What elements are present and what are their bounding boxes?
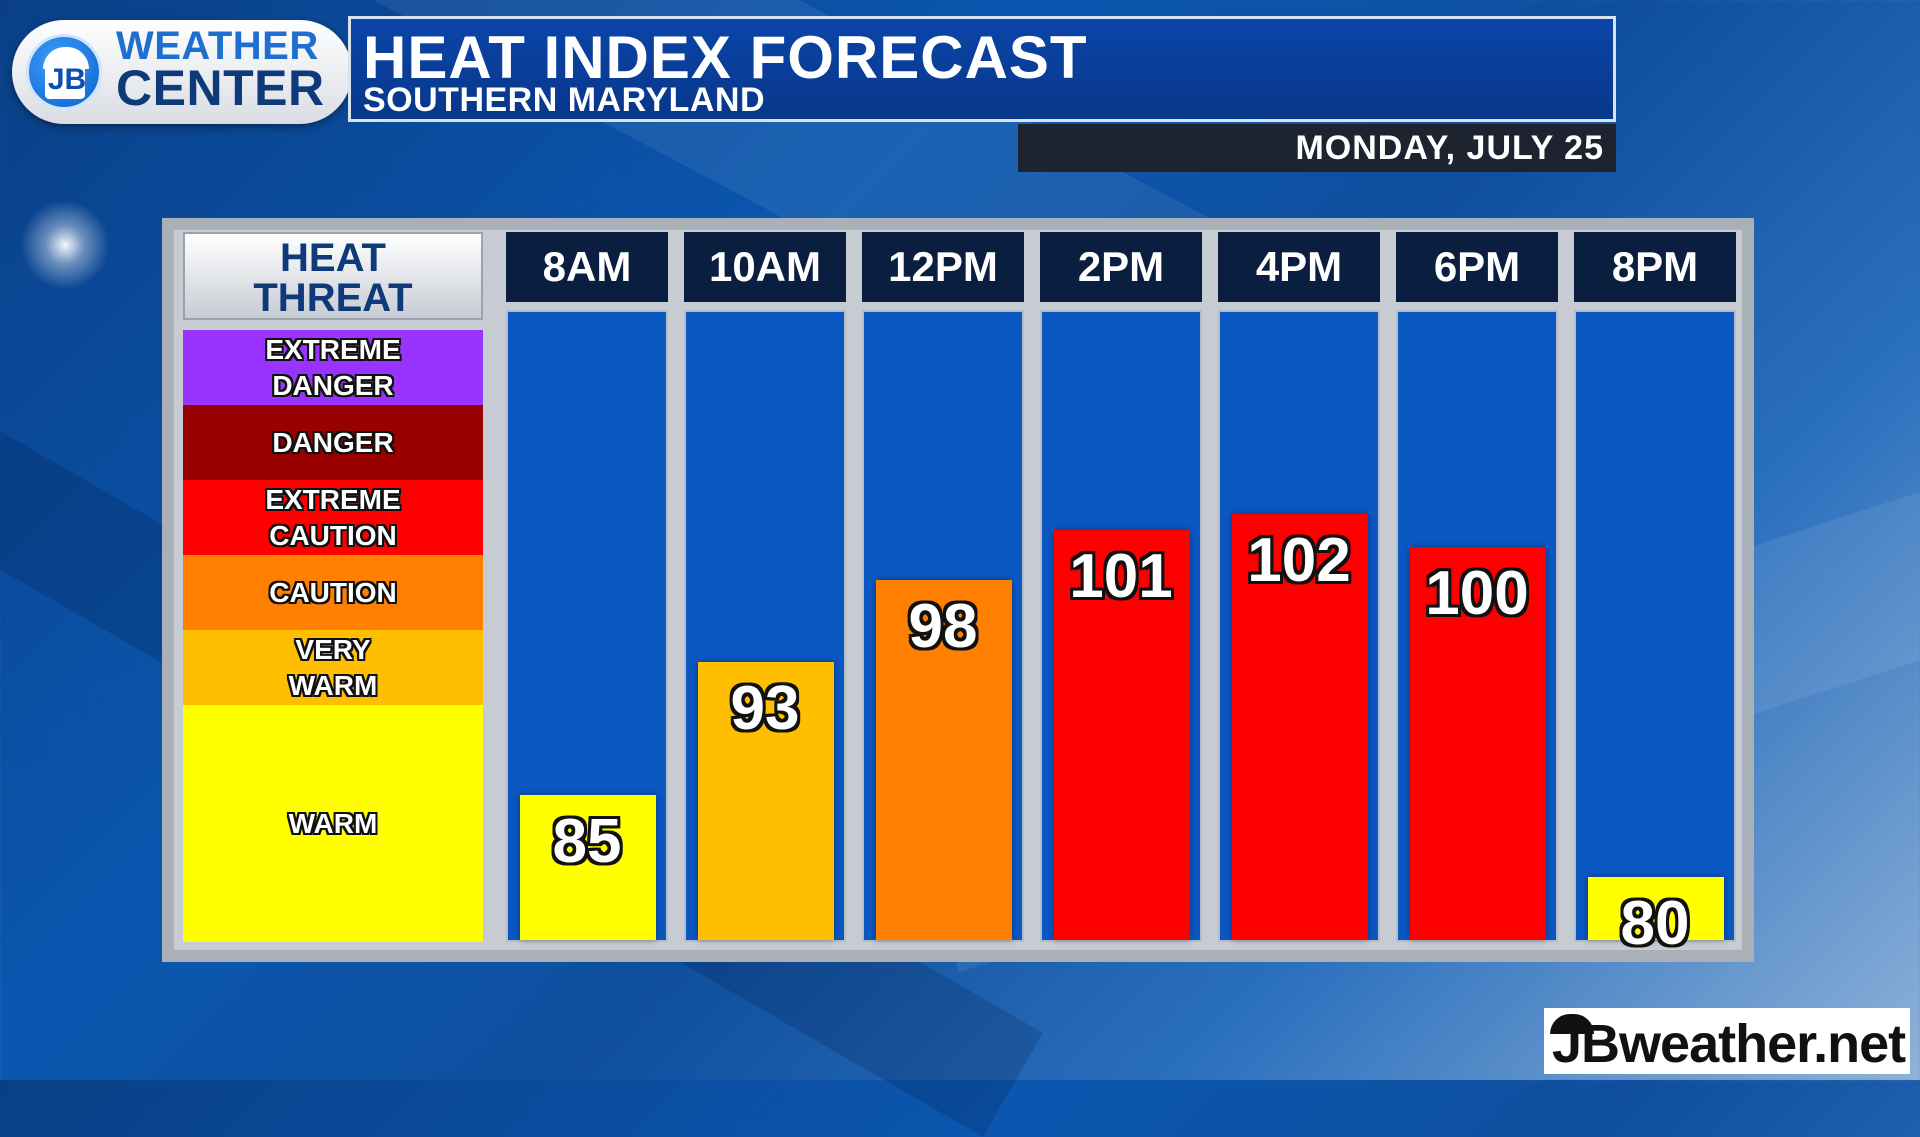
column-background: 102 xyxy=(1218,310,1380,942)
legend-level: VERY WARM xyxy=(183,630,483,705)
chart-subtitle: SOUTHERN MARYLAND xyxy=(363,81,766,119)
time-column: 12PM 98 xyxy=(862,232,1024,942)
jb-umbrella-icon: JB xyxy=(26,34,102,110)
logo-initials: JB xyxy=(47,63,87,96)
sun-glow-icon xyxy=(20,200,110,290)
legend-level: WARM xyxy=(183,705,483,942)
data-label: 101 xyxy=(1069,542,1173,611)
x-tick-label: 8PM xyxy=(1574,232,1736,302)
legend-level: EXTREME DANGER xyxy=(183,330,483,405)
x-tick-label: 2PM xyxy=(1040,232,1202,302)
footer-brand: JBweather.net xyxy=(1552,1014,1906,1074)
time-column: 10AM 93 xyxy=(684,232,846,942)
column-background: 100 xyxy=(1396,310,1558,942)
x-tick-label: 12PM xyxy=(862,232,1024,302)
logo-weather-text: WEATHER xyxy=(116,24,319,68)
bar xyxy=(1054,530,1190,940)
column-background: 93 xyxy=(684,310,846,942)
legend-levels: EXTREME DANGER DANGER EXTREME CAUTION CAUTI… xyxy=(183,330,483,942)
column-background: 101 xyxy=(1040,310,1202,942)
x-tick-label: 10AM xyxy=(684,232,846,302)
heat-threat-legend: HEAT THREAT EXTREME DANGER DANGER EXTREME … xyxy=(183,232,483,942)
data-label: 93 xyxy=(730,674,800,743)
x-tick-label: 6PM xyxy=(1396,232,1558,302)
x-tick-label: 8AM xyxy=(506,232,668,302)
data-label: 100 xyxy=(1425,559,1529,628)
column-background: 98 xyxy=(862,310,1024,942)
legend-level: CAUTION xyxy=(183,555,483,630)
data-label: 85 xyxy=(552,807,622,876)
data-label: 102 xyxy=(1247,526,1351,595)
time-column: 6PM 100 xyxy=(1396,232,1558,942)
column-background: 80 xyxy=(1574,310,1736,955)
weather-center-logo: JB WEATHER CENTER xyxy=(12,20,352,124)
legend-header: HEAT THREAT xyxy=(183,232,483,320)
data-label: 80 xyxy=(1620,889,1690,958)
umbrella-icon xyxy=(1550,1014,1594,1034)
bar xyxy=(1410,547,1546,940)
data-label: 98 xyxy=(908,592,978,661)
bar xyxy=(1232,514,1368,940)
column-background: 85 xyxy=(506,310,668,942)
bar xyxy=(520,795,656,940)
time-column: 8AM 85 xyxy=(506,232,668,942)
date-banner: MONDAY, JULY 25 xyxy=(1018,124,1616,172)
time-column: 4PM 102 xyxy=(1218,232,1380,942)
bar xyxy=(1588,877,1724,940)
logo-center-text: CENTER xyxy=(116,60,325,116)
chart-title: HEAT INDEX FORECAST xyxy=(363,24,1088,91)
time-column: 8PM 80 xyxy=(1574,232,1736,955)
legend-title: HEAT THREAT xyxy=(253,236,413,320)
x-tick-label: 4PM xyxy=(1218,232,1380,302)
bar xyxy=(876,580,1012,940)
forecast-date: MONDAY, JULY 25 xyxy=(1295,129,1604,167)
bar xyxy=(698,662,834,940)
title-banner: HEAT INDEX FORECAST SOUTHERN MARYLAND xyxy=(348,16,1616,122)
time-column: 2PM 101 xyxy=(1040,232,1202,942)
legend-level: EXTREME CAUTION xyxy=(183,480,483,555)
legend-level: DANGER xyxy=(183,405,483,480)
jbweather-footer-logo: JBweather.net xyxy=(1544,1008,1910,1074)
